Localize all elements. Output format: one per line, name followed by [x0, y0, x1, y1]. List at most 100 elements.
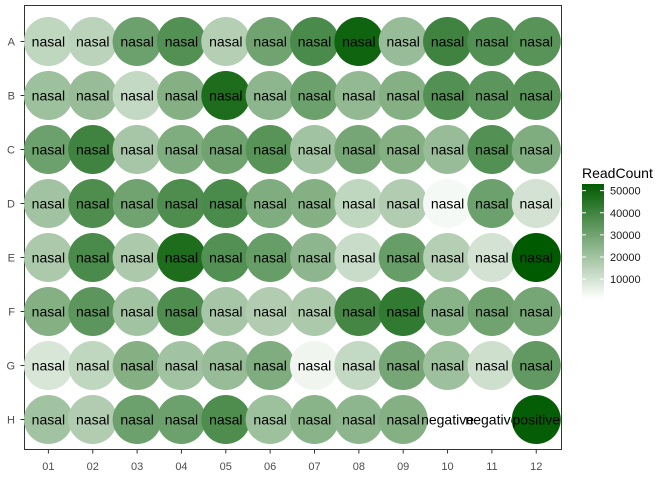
cells-layer: nasal nasal nasal nasal nasal nasal nasal nasal… — [23, 17, 561, 444]
well-C04 — [156, 125, 206, 174]
well-G05 — [201, 341, 251, 390]
well-D12 — [511, 179, 561, 228]
legend-tick-label: 40000 — [610, 208, 641, 220]
well-label-E08: nasal — [342, 250, 375, 266]
well-label-D09: nasal — [386, 196, 419, 212]
well-C09 — [378, 125, 428, 174]
well-label-G04: nasal — [165, 358, 198, 374]
well-A11 — [467, 17, 517, 66]
well-label-G03: nasal — [120, 358, 153, 374]
well-G07 — [290, 341, 339, 390]
well-D08 — [334, 179, 384, 228]
well-F05 — [201, 287, 251, 336]
well-H06 — [245, 395, 295, 444]
well-label-D08: nasal — [342, 196, 375, 212]
well-label-G09: nasal — [386, 358, 419, 374]
well-B08 — [334, 71, 384, 120]
well-label-E10: nasal — [431, 250, 464, 266]
well-E12 — [511, 233, 561, 282]
well-label-D04: nasal — [165, 196, 198, 212]
well-G08 — [334, 341, 384, 390]
well-label-E04: nasal — [165, 250, 198, 266]
well-C12 — [511, 125, 561, 174]
well-label-A03: nasal — [120, 34, 153, 50]
well-E11 — [467, 233, 517, 282]
well-label-C11: nasal — [475, 142, 508, 158]
well-label-B12: nasal — [520, 88, 553, 104]
well-B04 — [156, 71, 206, 120]
x-tick-label: 01 — [42, 461, 54, 473]
well-D02 — [68, 179, 118, 228]
well-label-D10: nasal — [431, 196, 464, 212]
well-label-E02: nasal — [76, 250, 109, 266]
well-label-C07: nasal — [298, 142, 331, 158]
well-A06 — [245, 17, 295, 66]
well-G02 — [68, 341, 118, 390]
well-G09 — [378, 341, 428, 390]
well-H01 — [23, 395, 73, 444]
well-H04 — [156, 395, 206, 444]
well-A03 — [112, 17, 162, 66]
well-B01 — [23, 71, 73, 120]
well-label-C05: nasal — [209, 142, 242, 158]
well-label-G10: nasal — [431, 358, 464, 374]
well-A12 — [511, 17, 561, 66]
x-tick-label: 05 — [220, 461, 232, 473]
well-F02 — [68, 287, 118, 336]
well-D05 — [201, 179, 251, 228]
x-axis: 01 02 03 04 05 06 07 08 09 10 11 12 — [42, 449, 542, 473]
well-label-E11: nasal — [475, 250, 508, 266]
well-B05 — [201, 71, 251, 120]
well-label-E06: nasal — [253, 250, 286, 266]
well-C05 — [201, 125, 251, 174]
well-label-H09: nasal — [386, 412, 419, 428]
well-label-C04: nasal — [165, 142, 198, 158]
well-label-G01: nasal — [32, 358, 65, 374]
well-C01 — [23, 125, 73, 174]
well-label-C06: nasal — [253, 142, 286, 158]
well-A05 — [201, 17, 251, 66]
y-axis: A B C D E F G H — [6, 37, 25, 427]
well-label-A12: nasal — [520, 34, 553, 50]
well-label-B04: nasal — [165, 88, 198, 104]
well-D10 — [423, 179, 473, 228]
well-C08 — [334, 125, 384, 174]
well-label-B11: nasal — [475, 88, 508, 104]
x-tick-label: 10 — [441, 461, 453, 473]
well-F12 — [511, 287, 561, 336]
well-A04 — [156, 17, 206, 66]
well-label-F06: nasal — [253, 304, 286, 320]
well-label-A07: nasal — [298, 34, 331, 50]
y-tick-label: A — [8, 37, 16, 49]
well-D04 — [156, 179, 206, 228]
well-label-H07: nasal — [298, 412, 331, 428]
well-A02 — [68, 17, 118, 66]
well-label-G11: nasal — [475, 358, 508, 374]
well-label-A11: nasal — [475, 34, 508, 50]
well-F09 — [378, 287, 428, 336]
well-label-G02: nasal — [76, 358, 109, 374]
well-G12 — [511, 341, 561, 390]
well-label-F05: nasal — [209, 304, 242, 320]
well-B06 — [245, 71, 295, 120]
well-E02 — [68, 233, 118, 282]
well-D06 — [245, 179, 295, 228]
well-label-G08: nasal — [342, 358, 375, 374]
x-tick-label: 11 — [486, 461, 497, 473]
y-tick-label: G — [6, 361, 15, 373]
well-E05 — [201, 233, 251, 282]
well-G03 — [112, 341, 162, 390]
legend-tick-label: 50000 — [610, 186, 641, 198]
well-H12 — [511, 395, 561, 444]
well-label-A09: nasal — [386, 34, 419, 50]
well-C02 — [68, 125, 118, 174]
well-label-D06: nasal — [253, 196, 286, 212]
well-label-H02: nasal — [76, 412, 109, 428]
well-label-C02: nasal — [76, 142, 109, 158]
well-E06 — [245, 233, 295, 282]
well-label-H05: nasal — [209, 412, 242, 428]
well-F03 — [112, 287, 162, 336]
well-D09 — [378, 179, 428, 228]
well-label-B05: nasal — [209, 88, 242, 104]
